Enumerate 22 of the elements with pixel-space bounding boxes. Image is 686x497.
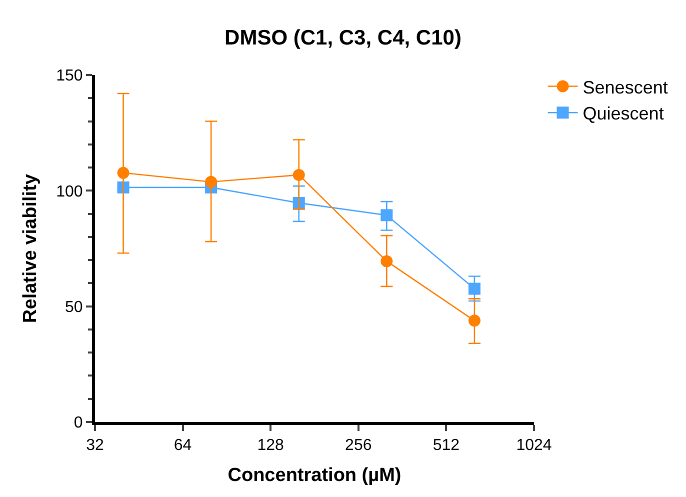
y-tick-label: 0 [74, 414, 83, 432]
point [380, 209, 393, 222]
x-tick-label: 1024 [516, 437, 552, 454]
y-axis-title: Relative viability [20, 174, 41, 323]
x-tick-label: 256 [345, 437, 372, 454]
chart-title: DMSO (C1, C3, C4, C10) [224, 26, 462, 50]
point [292, 168, 305, 181]
x-tick-label: 32 [86, 437, 104, 454]
y-tick-label: 150 [56, 68, 83, 85]
x-axis-title: Concentration (µM) [228, 465, 402, 486]
point [117, 166, 130, 179]
y-tick-label: 50 [65, 298, 83, 316]
point [380, 255, 393, 268]
point [205, 176, 218, 188]
y-tick-label: 100 [56, 183, 83, 200]
point [468, 282, 480, 295]
x-tick-label: 128 [257, 437, 284, 454]
x-tick-label: 64 [174, 437, 192, 454]
x-tick-label: 512 [432, 437, 460, 454]
legend-label: Quiescent [582, 104, 664, 124]
point [468, 314, 480, 327]
legend-label: Senescent [582, 77, 668, 98]
